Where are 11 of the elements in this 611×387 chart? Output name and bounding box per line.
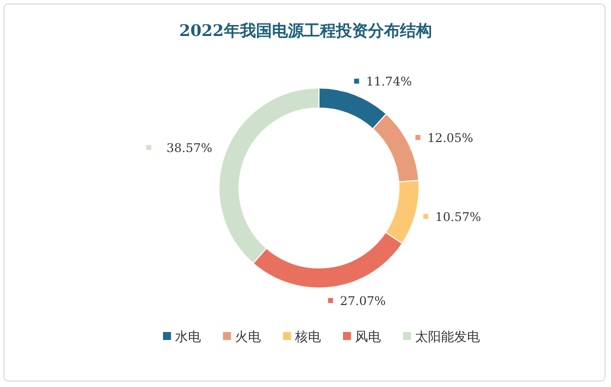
- legend-label: 核电: [294, 330, 321, 345]
- data-label: 11.74%: [366, 74, 412, 89]
- legend-label: 火电: [235, 330, 261, 345]
- data-label: 38.57%: [166, 140, 212, 155]
- legend-label: 风电: [355, 330, 381, 345]
- data-label: 27.07%: [340, 294, 386, 308]
- legend-label: 太阳能发电: [415, 330, 480, 345]
- data-label: 10.57%: [435, 210, 482, 224]
- chart-title: 2022年我国电源工程投资分布结构: [179, 21, 432, 40]
- data-label: 12.05%: [427, 130, 474, 145]
- legend-label: 水电: [175, 330, 201, 345]
